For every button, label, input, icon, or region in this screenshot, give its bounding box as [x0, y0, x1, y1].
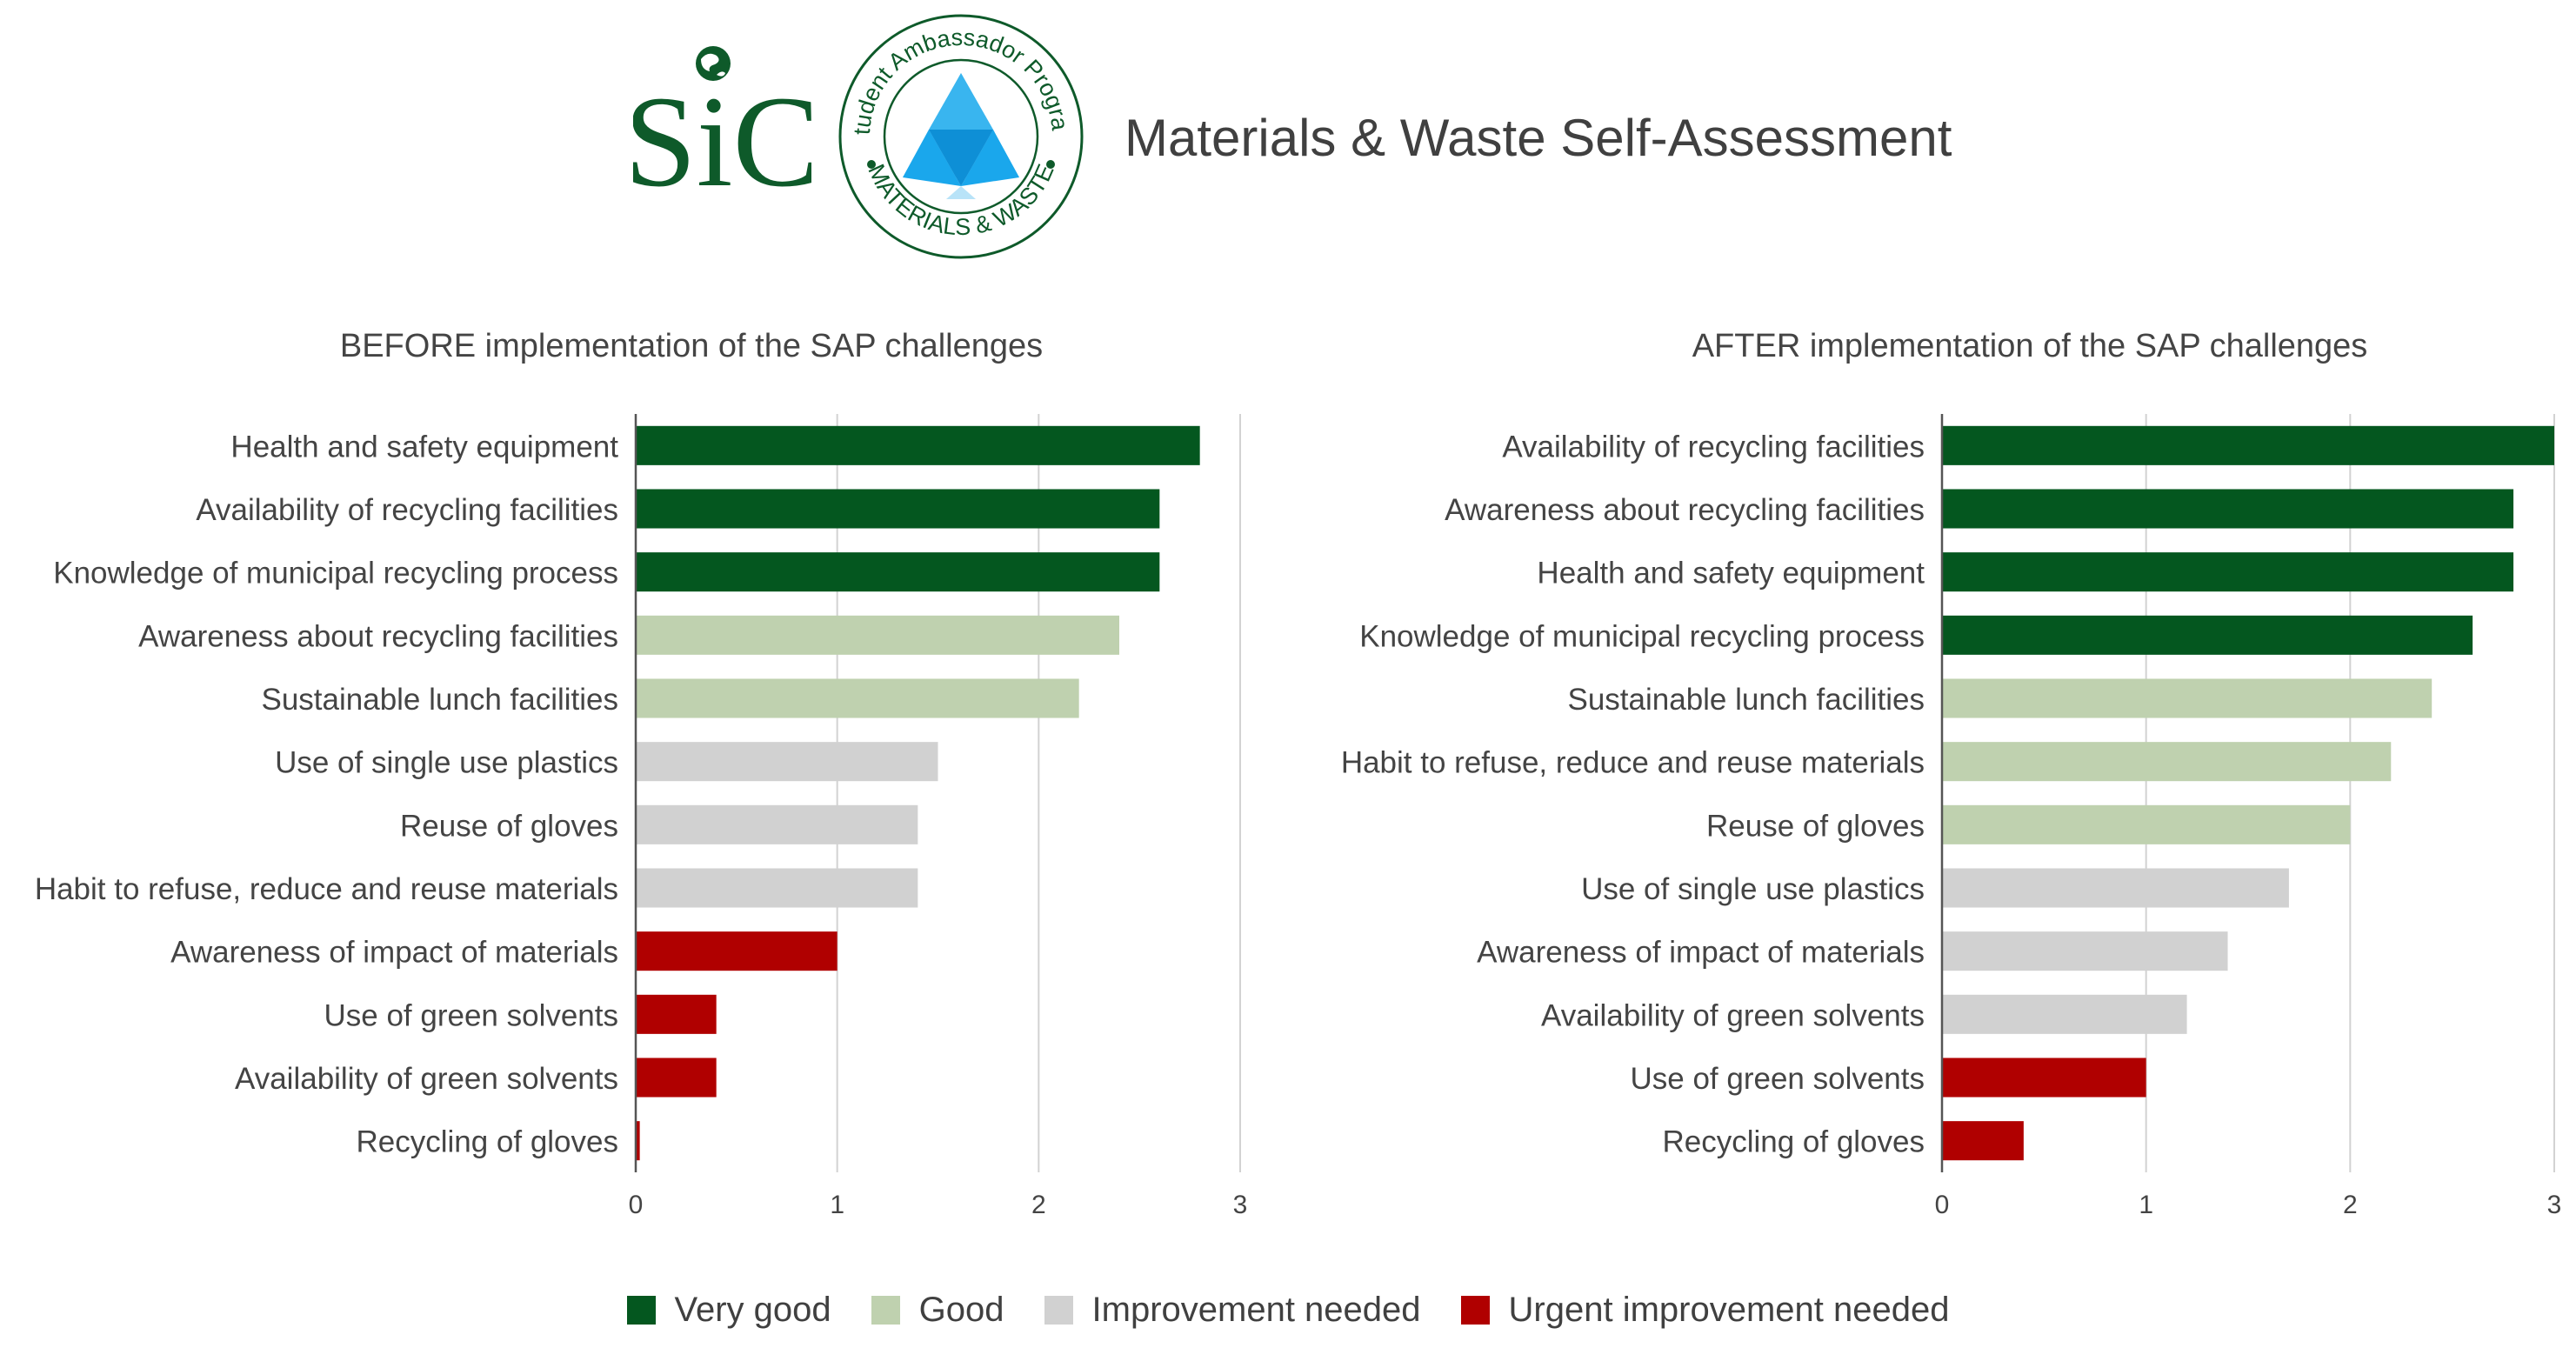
x-tick-label-after: 2	[2343, 1191, 2358, 1219]
x-tick-label-after: 1	[2139, 1191, 2153, 1219]
chart-title-after: AFTER implementation of the SAP challeng…	[1692, 328, 2368, 364]
category-label-before: Awareness of impact of materials	[170, 936, 618, 970]
category-label-before: Use of green solvents	[324, 998, 618, 1032]
category-label-after: Availability of green solvents	[1541, 998, 1925, 1032]
seal-inner-ring	[883, 58, 1039, 215]
bar-before	[636, 931, 838, 971]
bar-before	[636, 1058, 717, 1098]
bar-before	[636, 868, 918, 908]
category-label-after: Use of green solvents	[1630, 1062, 1925, 1096]
bar-after	[1942, 1121, 2024, 1161]
globe-icon	[696, 46, 731, 81]
category-label-after: Health and safety equipment	[1537, 557, 1925, 591]
charts-canvas: BEFORE implementation of the SAP challen…	[35, 328, 2562, 1219]
category-label-after: Recycling of gloves	[1662, 1125, 1925, 1159]
category-label-after: Use of single use plastics	[1581, 872, 1925, 906]
category-label-before: Awareness about recycling facilities	[138, 619, 618, 653]
chart-title-before: BEFORE implementation of the SAP challen…	[340, 328, 1043, 364]
legend-item-very-good: Very good	[626, 1291, 831, 1330]
category-label-before: Sustainable lunch facilities	[261, 683, 618, 717]
category-label-after: Knowledge of municipal recycling process	[1359, 619, 1925, 653]
sic-logo: SiC	[633, 46, 811, 198]
category-label-before: Availability of green solvents	[235, 1062, 618, 1096]
logo-sic-text: SiC	[633, 70, 811, 198]
category-label-after: Habit to refuse, reduce and reuse materi…	[1341, 746, 1925, 780]
bar-after	[1942, 1058, 2146, 1098]
chart-legend: Very good Good Improvement needed Urgent…	[0, 1291, 2576, 1330]
x-tick-label-before: 1	[830, 1191, 844, 1219]
bar-before	[636, 552, 1160, 592]
category-label-after: Availability of recycling facilities	[1502, 430, 1925, 464]
category-label-before: Recycling of gloves	[356, 1125, 618, 1159]
legend-swatch-urgent-improvement-needed	[1460, 1296, 1490, 1325]
seal-dot-left	[867, 160, 876, 169]
bar-before	[636, 1121, 640, 1161]
category-label-before: Habit to refuse, reduce and reuse materi…	[35, 872, 618, 906]
x-tick-label-after: 0	[1935, 1191, 1950, 1219]
legend-swatch-improvement-needed	[1044, 1296, 1073, 1325]
seal-dot-right	[1046, 160, 1055, 169]
bar-after	[1942, 678, 2433, 718]
bar-before	[636, 804, 918, 844]
legend-item-urgent-improvement-needed: Urgent improvement needed	[1460, 1291, 1950, 1330]
bar-before	[636, 742, 938, 782]
bar-after	[1942, 489, 2514, 529]
bar-after	[1942, 804, 2351, 844]
bar-before	[636, 425, 1200, 465]
bar-before	[636, 678, 1079, 718]
bar-before	[636, 994, 717, 1034]
category-label-before: Reuse of gloves	[400, 809, 618, 843]
bar-after	[1942, 994, 2187, 1034]
bar-after	[1942, 742, 2392, 782]
x-tick-label-before: 0	[629, 1191, 644, 1219]
legend-item-good: Good	[871, 1291, 1004, 1330]
seal-outer-ring	[838, 14, 1084, 259]
droplet-triangle-icon	[903, 73, 1019, 199]
bar-after	[1942, 615, 2473, 655]
category-label-before: Knowledge of municipal recycling process	[53, 557, 618, 591]
category-label-after: Sustainable lunch facilities	[1567, 683, 1925, 717]
bar-after	[1942, 868, 2289, 908]
legend-swatch-good	[871, 1296, 900, 1325]
category-label-before: Health and safety equipment	[230, 430, 618, 464]
x-tick-label-before: 2	[1031, 1191, 1046, 1219]
category-label-after: Awareness about recycling facilities	[1445, 493, 1925, 527]
bar-after	[1942, 552, 2514, 592]
sap-logo: Student Ambassador Program MATERIALS & W…	[837, 12, 1084, 259]
category-label-before: Availability of recycling facilities	[196, 493, 618, 527]
legend-label-good: Good	[918, 1291, 1004, 1329]
category-label-after: Awareness of impact of materials	[1477, 936, 1925, 970]
bar-before	[636, 489, 1160, 529]
x-tick-label-before: 3	[1233, 1191, 1248, 1219]
legend-label-urgent-improvement-needed: Urgent improvement needed	[1508, 1291, 1950, 1329]
bar-after	[1942, 931, 2228, 971]
bar-after	[1942, 425, 2554, 465]
legend-swatch-very-good	[626, 1296, 656, 1325]
legend-label-improvement-needed: Improvement needed	[1091, 1291, 1421, 1329]
category-label-after: Reuse of gloves	[1706, 809, 1925, 843]
legend-item-improvement-needed: Improvement needed	[1044, 1291, 1421, 1330]
x-tick-label-after: 3	[2547, 1191, 2562, 1219]
category-label-before: Use of single use plastics	[275, 746, 618, 780]
legend-label-very-good: Very good	[674, 1291, 831, 1329]
page-title: Materials & Waste Self-Assessment	[1124, 109, 1952, 167]
bar-before	[636, 615, 1119, 655]
